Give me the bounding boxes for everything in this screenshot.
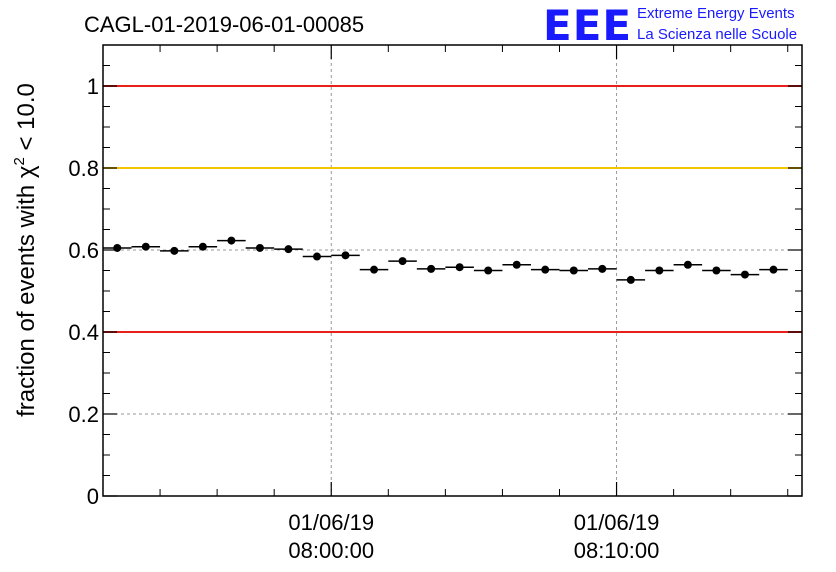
data-point <box>769 265 778 274</box>
x-tick-label-date: 01/06/19 <box>288 510 374 535</box>
data-point <box>284 245 293 254</box>
data-point <box>198 242 207 251</box>
data-point <box>484 266 493 275</box>
y-axis-label-superscript: 2 <box>11 157 28 165</box>
data-point <box>427 264 436 273</box>
y-axis-label-prefix: fraction of events with <box>13 178 40 417</box>
data-point <box>512 260 521 269</box>
data-point <box>370 265 379 274</box>
run-title: CAGL-01-2019-06-01-00085 <box>84 12 364 37</box>
y-tick-label: 0.6 <box>68 238 99 263</box>
y-tick-label: 0 <box>87 484 99 509</box>
y-axis-label: fraction of events with χ2 < 10.0 <box>11 83 40 417</box>
data-point <box>255 243 264 252</box>
logo-line-2: La Scienza nelle Scuole <box>637 26 797 43</box>
data-point <box>455 263 464 272</box>
data-point <box>712 266 721 275</box>
y-axis-label-symbol: χ <box>13 165 40 178</box>
data-point <box>626 275 635 284</box>
y-axis: 0 0.2 0.4 0.6 0.8 1 <box>68 65 802 509</box>
x-tick-label-time: 08:00:00 <box>288 538 374 563</box>
x-axis: 01/06/19 08:00:00 01/06/19 08:10:00 <box>102 45 789 563</box>
x-tick-label-time: 08:10:00 <box>574 538 660 563</box>
y-tick-label: 0.4 <box>68 320 99 345</box>
data-point <box>113 243 122 252</box>
data-point <box>569 266 578 275</box>
data-point <box>312 252 321 261</box>
data-point <box>141 242 150 251</box>
eee-logo: EEE Extreme Energy Events La Scienza nel… <box>543 1 797 50</box>
y-axis-label-suffix: < 10.0 <box>13 83 40 157</box>
logo-line-1: Extreme Energy Events <box>637 5 795 22</box>
y-tick-label: 1 <box>87 74 99 99</box>
y-tick-label: 0.2 <box>68 402 99 427</box>
data-point <box>655 266 664 275</box>
y-tick-label: 0.8 <box>68 156 99 181</box>
data-point <box>598 264 607 273</box>
chart-frame-group <box>103 45 802 496</box>
data-point <box>227 236 236 245</box>
plot-area <box>103 45 802 496</box>
logo-mark: EEE <box>543 1 632 50</box>
x-tick-label-date: 01/06/19 <box>574 510 660 535</box>
data-point <box>341 251 350 260</box>
reference-lines <box>103 85 802 333</box>
data-point <box>683 260 692 269</box>
data-point <box>398 257 407 266</box>
data-point <box>541 265 550 274</box>
data-point <box>170 246 179 255</box>
data-point <box>740 270 749 279</box>
